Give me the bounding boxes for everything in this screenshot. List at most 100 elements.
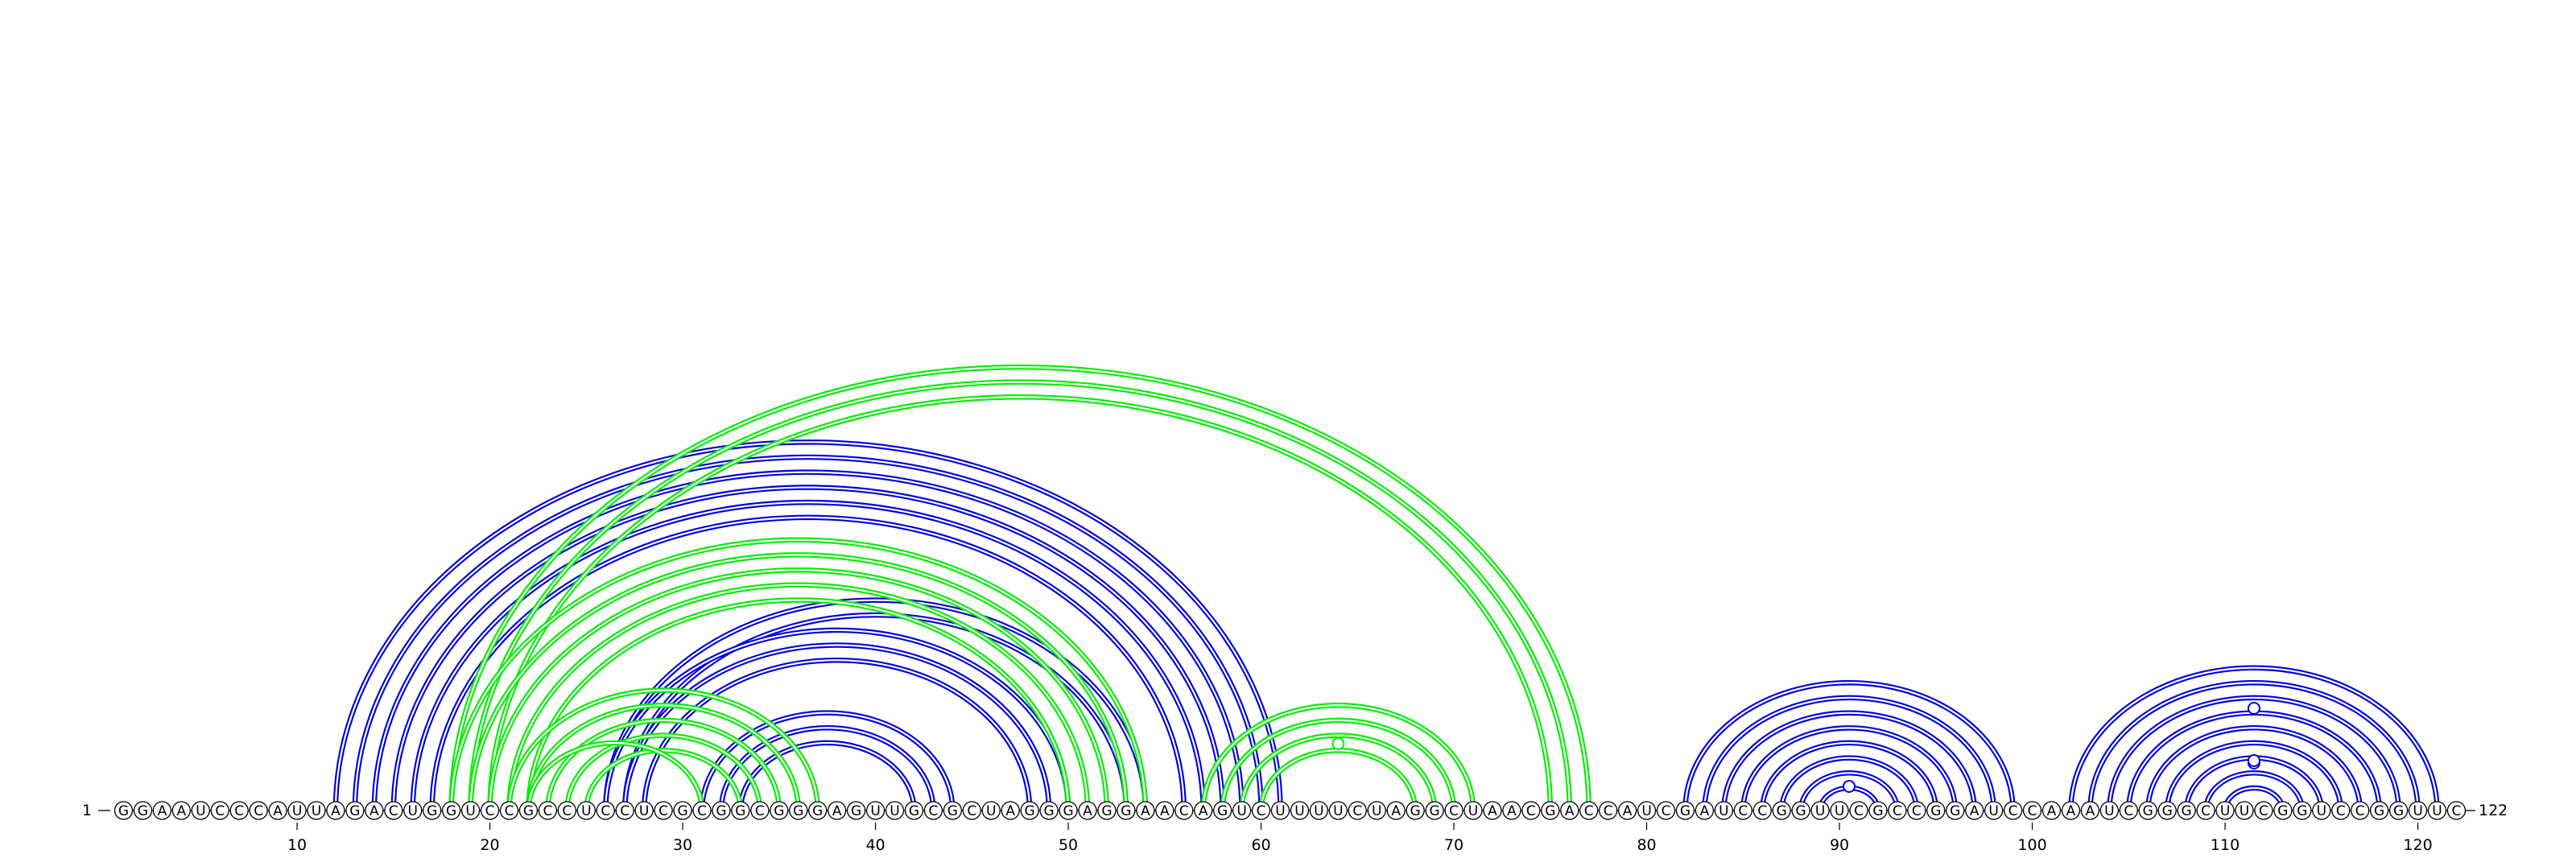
nucleotide-letter-14: A <box>369 803 379 819</box>
nucleotide-32 <box>712 801 731 820</box>
nucleotide-letter-28: U <box>639 803 649 819</box>
nucleotide-58 <box>1213 801 1232 820</box>
nucleotide-letter-21: C <box>505 803 514 819</box>
arc-core-57-71 <box>1202 704 1475 811</box>
nucleotide-letter-91: C <box>1854 803 1864 819</box>
arc-core-86-95 <box>1761 741 1937 811</box>
nucleotide-92 <box>1868 801 1888 820</box>
nucleotide-65 <box>1348 801 1367 820</box>
nucleotide-letter-108: G <box>2182 803 2192 819</box>
nucleotide-101 <box>2041 801 2062 820</box>
nucleotide-114 <box>2293 801 2312 820</box>
nucleotide-13 <box>345 801 365 820</box>
nucleotide-letter-3: A <box>158 803 167 819</box>
nucleotide-letter-70: C <box>1449 803 1459 819</box>
nucleotide-51 <box>1078 801 1097 820</box>
nucleotide-letter-56: C <box>1179 803 1189 819</box>
nucleotide-letter-100: C <box>2028 803 2037 819</box>
nucleotide-letter-35: G <box>774 803 784 819</box>
nucleotide-letter-16: U <box>408 803 418 819</box>
loop-marker-0 <box>1331 737 1345 750</box>
nucleotide-letter-11: U <box>312 803 321 819</box>
arc-core-22-36 <box>527 704 799 811</box>
nucleotide-letter-80: U <box>1641 803 1651 819</box>
nucleotide-90 <box>1830 801 1849 820</box>
nucleotide-letter-36: G <box>793 803 803 819</box>
nucleotide-106 <box>2138 801 2157 820</box>
nucleotide-2 <box>133 801 153 820</box>
nucleotide-30 <box>673 801 692 820</box>
arc-core-103-120 <box>2089 682 2419 811</box>
tick-label-110: 110 <box>2211 836 2240 854</box>
nucleotide-1 <box>114 801 134 820</box>
nucleotide-22 <box>518 801 539 820</box>
nucleotide-letter-87: G <box>1777 803 1787 819</box>
nucleotide-57 <box>1194 801 1213 820</box>
nucleotide-78 <box>1599 801 1618 820</box>
nucleotide-36 <box>789 801 808 820</box>
nucleotide-35 <box>770 801 789 820</box>
start-label: 1 <box>82 802 92 819</box>
nucleotide-letter-94: C <box>1912 803 1922 819</box>
arc-blue-107-116 <box>2164 740 2343 811</box>
tick-label-40: 40 <box>865 836 885 854</box>
nucleotide-letter-18: G <box>446 803 456 819</box>
arc-core-20-75 <box>489 396 1551 811</box>
nucleotide-letter-84: U <box>1719 803 1728 819</box>
nucleotide-letter-40: U <box>870 803 880 819</box>
nucleotide-8 <box>249 801 268 820</box>
nucleotide-56 <box>1174 801 1194 820</box>
nucleotide-letter-39: G <box>851 803 861 819</box>
tick-label-90: 90 <box>1830 836 1849 854</box>
nucleotide-61 <box>1270 801 1290 820</box>
arc-core-59-69 <box>1241 734 1436 811</box>
nucleotide-letter-90: U <box>1835 803 1844 819</box>
arc-core-102-121 <box>2070 666 2438 811</box>
nucleotide-68 <box>1406 801 1425 820</box>
nucleotide-letter-49: G <box>1044 803 1055 819</box>
nucleotide-letter-89: U <box>1815 803 1825 819</box>
position-ticks: 10 20 30 40 50 60 70 80 90 100 110 120 <box>287 823 2433 854</box>
nucleotide-letter-95: G <box>1930 803 1941 819</box>
nucleotide-24 <box>557 801 576 820</box>
nucleotide-letter-53: G <box>1121 803 1131 819</box>
nucleotide-100 <box>2022 801 2042 820</box>
nucleotide-79 <box>1617 801 1637 820</box>
nucleotide-66 <box>1367 801 1386 820</box>
nucleotide-letter-74: C <box>1526 803 1536 819</box>
arc-core-107-116 <box>2166 741 2342 811</box>
nucleotide-45 <box>962 801 981 820</box>
nucleotide-118 <box>2369 801 2389 820</box>
nucleotide-letter-58: G <box>1217 803 1228 819</box>
nucleotide-10 <box>287 801 307 820</box>
nucleotide-letter-1: G <box>118 803 129 819</box>
nucleotide-62 <box>1290 801 1310 820</box>
nucleotide-80 <box>1637 801 1657 820</box>
nucleotide-110 <box>2215 801 2235 820</box>
arc-core-22-50 <box>527 599 1070 811</box>
nucleotide-14 <box>365 801 384 820</box>
nucleotide-letter-67: A <box>1391 803 1401 819</box>
nucleotide-letter-43: C <box>928 803 938 819</box>
nucleotide-4 <box>171 801 192 820</box>
nucleotide-97 <box>1965 801 1984 820</box>
tick-label-70: 70 <box>1444 836 1463 854</box>
nucleotide-108 <box>2177 801 2196 820</box>
nucleotide-letter-110: U <box>2220 803 2230 819</box>
nucleotide-letter-109: C <box>2201 803 2211 819</box>
tick-label-100: 100 <box>2017 836 2046 854</box>
loop-marker-extra-1 <box>2247 754 2260 767</box>
nucleotide-letter-97: A <box>1970 803 1979 819</box>
arc-green-20-52 <box>487 567 1110 811</box>
nucleotide-letter-73: A <box>1507 803 1517 819</box>
nucleotide-letter-98: U <box>1988 803 1998 819</box>
nucleotide-60 <box>1251 801 1271 820</box>
nucleotide-letter-107: G <box>2162 803 2173 819</box>
nucleotide-letter-52: G <box>1101 803 1112 819</box>
nucleotide-81 <box>1656 801 1676 820</box>
nucleotide-19 <box>460 801 481 820</box>
nucleotide-letter-34: C <box>755 803 765 819</box>
nucleotide-29 <box>654 801 673 820</box>
nucleotide-letter-13: G <box>349 803 360 819</box>
